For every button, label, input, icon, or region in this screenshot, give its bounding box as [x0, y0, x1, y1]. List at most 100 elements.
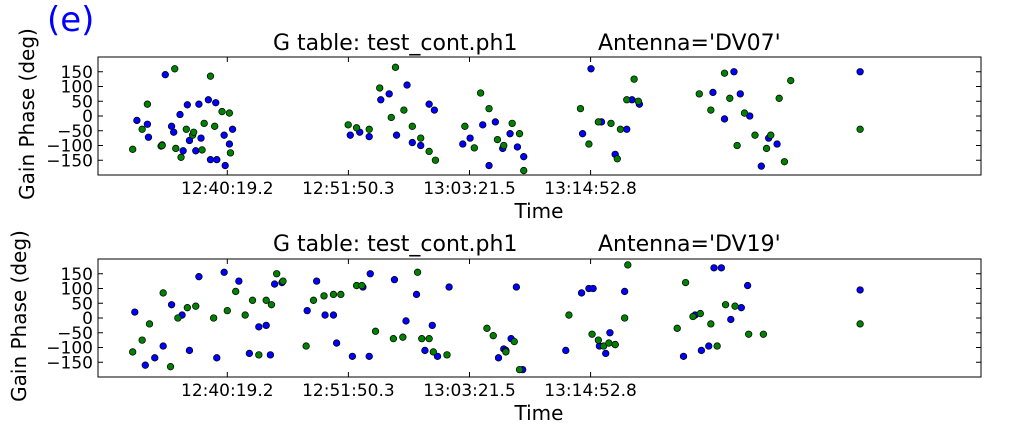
data-point-series-0 [131, 308, 139, 316]
chart-dv07: G table: test_cont.ph1 Antenna='DV07' −150… [15, 28, 982, 223]
data-point-series-0 [606, 329, 614, 337]
x-tick-label: 12:51:50.3 [302, 381, 395, 401]
data-point-series-1 [129, 145, 137, 153]
data-point-series-0 [577, 289, 586, 297]
y-axis-label: Gain Phase (deg) [7, 230, 31, 402]
data-point-series-1 [391, 63, 400, 71]
data-point-series-1 [594, 336, 603, 344]
data-point-series-0 [491, 118, 500, 126]
data-point-series-1 [198, 146, 206, 154]
data-point-series-0 [589, 284, 597, 293]
data-point-series-1 [515, 365, 524, 374]
data-point-series-0 [856, 68, 864, 76]
data-point-series-0 [179, 147, 187, 155]
data-point-series-1 [365, 125, 373, 133]
data-point-series-0 [212, 99, 220, 107]
data-point-series-1 [182, 125, 190, 133]
y-tick-label: −150 [46, 151, 93, 171]
y-tick-label: −150 [46, 353, 93, 373]
data-point-series-1 [309, 296, 318, 304]
data-point-series-1 [634, 97, 642, 105]
data-point-series-1 [171, 65, 179, 73]
data-point-series-1 [399, 333, 407, 341]
data-point-series-0 [425, 100, 433, 108]
data-point-series-1 [508, 119, 516, 128]
data-point-series-0 [197, 134, 205, 142]
y-tick-label: 0 [82, 107, 93, 127]
data-point-series-0 [141, 361, 149, 369]
data-point-series-1 [255, 351, 263, 359]
data-point-series-0 [225, 140, 234, 148]
data-point-series-1 [413, 268, 422, 276]
data-point-series-1 [145, 320, 154, 328]
data-point-series-0 [392, 131, 401, 139]
data-point-series-1 [209, 314, 218, 322]
y-tick-label: 50 [71, 294, 93, 314]
data-point-series-0 [213, 354, 221, 362]
data-point-series-0 [587, 65, 595, 73]
data-point-series-0 [176, 110, 184, 119]
data-point-series-0 [417, 141, 425, 150]
data-point-series-1 [389, 335, 398, 343]
y-tick-label: 50 [71, 92, 93, 112]
data-point-series-0 [329, 311, 338, 319]
data-point-series-1 [232, 287, 240, 296]
data-point-series-1 [607, 119, 615, 128]
data-point-series-1 [775, 94, 783, 102]
data-point-series-1 [400, 106, 408, 114]
data-point-series-1 [408, 122, 416, 130]
plot-area [97, 258, 982, 378]
data-point-series-0 [743, 281, 752, 290]
data-point-series-0 [133, 116, 141, 125]
data-point-series-0 [697, 346, 706, 355]
data-point-series-0 [562, 346, 570, 355]
x-tick-label: 13:03:21.5 [423, 179, 516, 199]
data-point-series-1 [226, 149, 235, 157]
data-point-series-0 [428, 321, 436, 330]
data-point-series-0 [348, 352, 357, 361]
data-point-series-0 [602, 349, 610, 358]
data-point-series-0 [183, 101, 192, 109]
data-point-series-1 [177, 153, 185, 161]
data-point-series-0 [773, 140, 781, 148]
data-point-series-1 [417, 134, 425, 142]
data-point-series-1 [470, 144, 478, 152]
data-point-series-0 [736, 90, 744, 98]
data-point-series-1 [223, 306, 231, 315]
data-point-series-1 [745, 330, 753, 338]
data-point-series-1 [623, 96, 631, 104]
data-point-series-1 [159, 289, 167, 297]
data-point-series-1 [502, 348, 510, 356]
data-point-series-0 [717, 264, 726, 272]
x-axis-label: Time [514, 199, 564, 223]
panel-label: (e) [47, 0, 95, 40]
y-tick-label: 150 [61, 265, 93, 285]
data-point-series-1 [780, 158, 789, 166]
data-point-series-1 [166, 363, 175, 371]
data-point-series-0 [195, 100, 203, 108]
plot-area [97, 56, 982, 176]
data-point-series-0 [192, 147, 200, 155]
data-point-series-1 [565, 311, 573, 319]
data-point-series-0 [709, 88, 717, 97]
data-point-series-1 [225, 109, 234, 117]
data-point-series-1 [387, 113, 395, 122]
data-point-series-1 [767, 131, 775, 139]
data-point-series-0 [221, 161, 229, 170]
data-point-series-0 [321, 311, 329, 319]
data-point-series-0 [623, 125, 631, 133]
data-point-series-0 [403, 81, 411, 89]
data-point-series-1 [611, 340, 619, 349]
data-point-series-1 [358, 281, 366, 290]
y-tick-label: −50 [57, 122, 93, 142]
data-point-series-0 [346, 131, 354, 139]
data-point-series-1 [431, 156, 440, 164]
data-point-series-1 [425, 335, 433, 343]
data-point-series-1 [696, 309, 704, 318]
data-point-series-0 [255, 323, 263, 331]
data-point-series-1 [425, 147, 433, 156]
data-point-series-0 [710, 264, 718, 272]
data-point-series-0 [412, 290, 421, 299]
data-point-series-1 [733, 141, 741, 150]
